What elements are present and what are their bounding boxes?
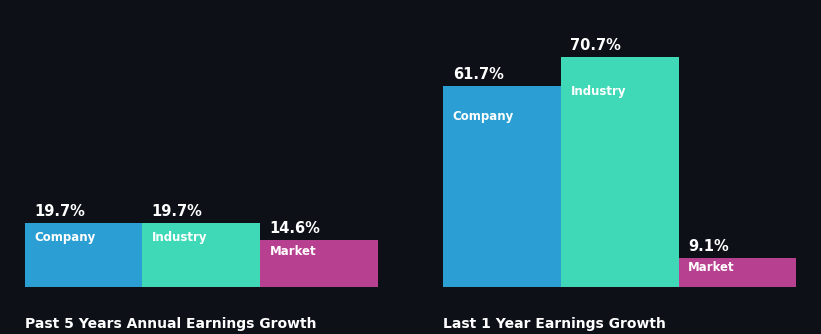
Text: Last 1 Year Earnings Growth: Last 1 Year Earnings Growth bbox=[443, 317, 666, 331]
Text: Market: Market bbox=[688, 261, 735, 274]
Text: 9.1%: 9.1% bbox=[688, 239, 729, 254]
Bar bbox=[443, 86, 561, 287]
Text: Industry: Industry bbox=[571, 85, 626, 98]
Text: Company: Company bbox=[34, 231, 95, 244]
Text: Market: Market bbox=[269, 245, 316, 259]
Text: Past 5 Years Annual Earnings Growth: Past 5 Years Annual Earnings Growth bbox=[25, 317, 316, 331]
Text: 19.7%: 19.7% bbox=[34, 204, 85, 219]
Text: 14.6%: 14.6% bbox=[269, 221, 320, 236]
Text: 19.7%: 19.7% bbox=[152, 204, 203, 219]
Bar bbox=[142, 223, 260, 287]
Text: Company: Company bbox=[452, 111, 514, 124]
Text: 61.7%: 61.7% bbox=[452, 67, 503, 82]
Bar bbox=[25, 223, 142, 287]
Bar bbox=[561, 57, 679, 287]
Bar bbox=[260, 240, 378, 287]
Bar bbox=[679, 258, 796, 287]
Text: 70.7%: 70.7% bbox=[571, 38, 621, 53]
Text: Industry: Industry bbox=[152, 231, 207, 244]
